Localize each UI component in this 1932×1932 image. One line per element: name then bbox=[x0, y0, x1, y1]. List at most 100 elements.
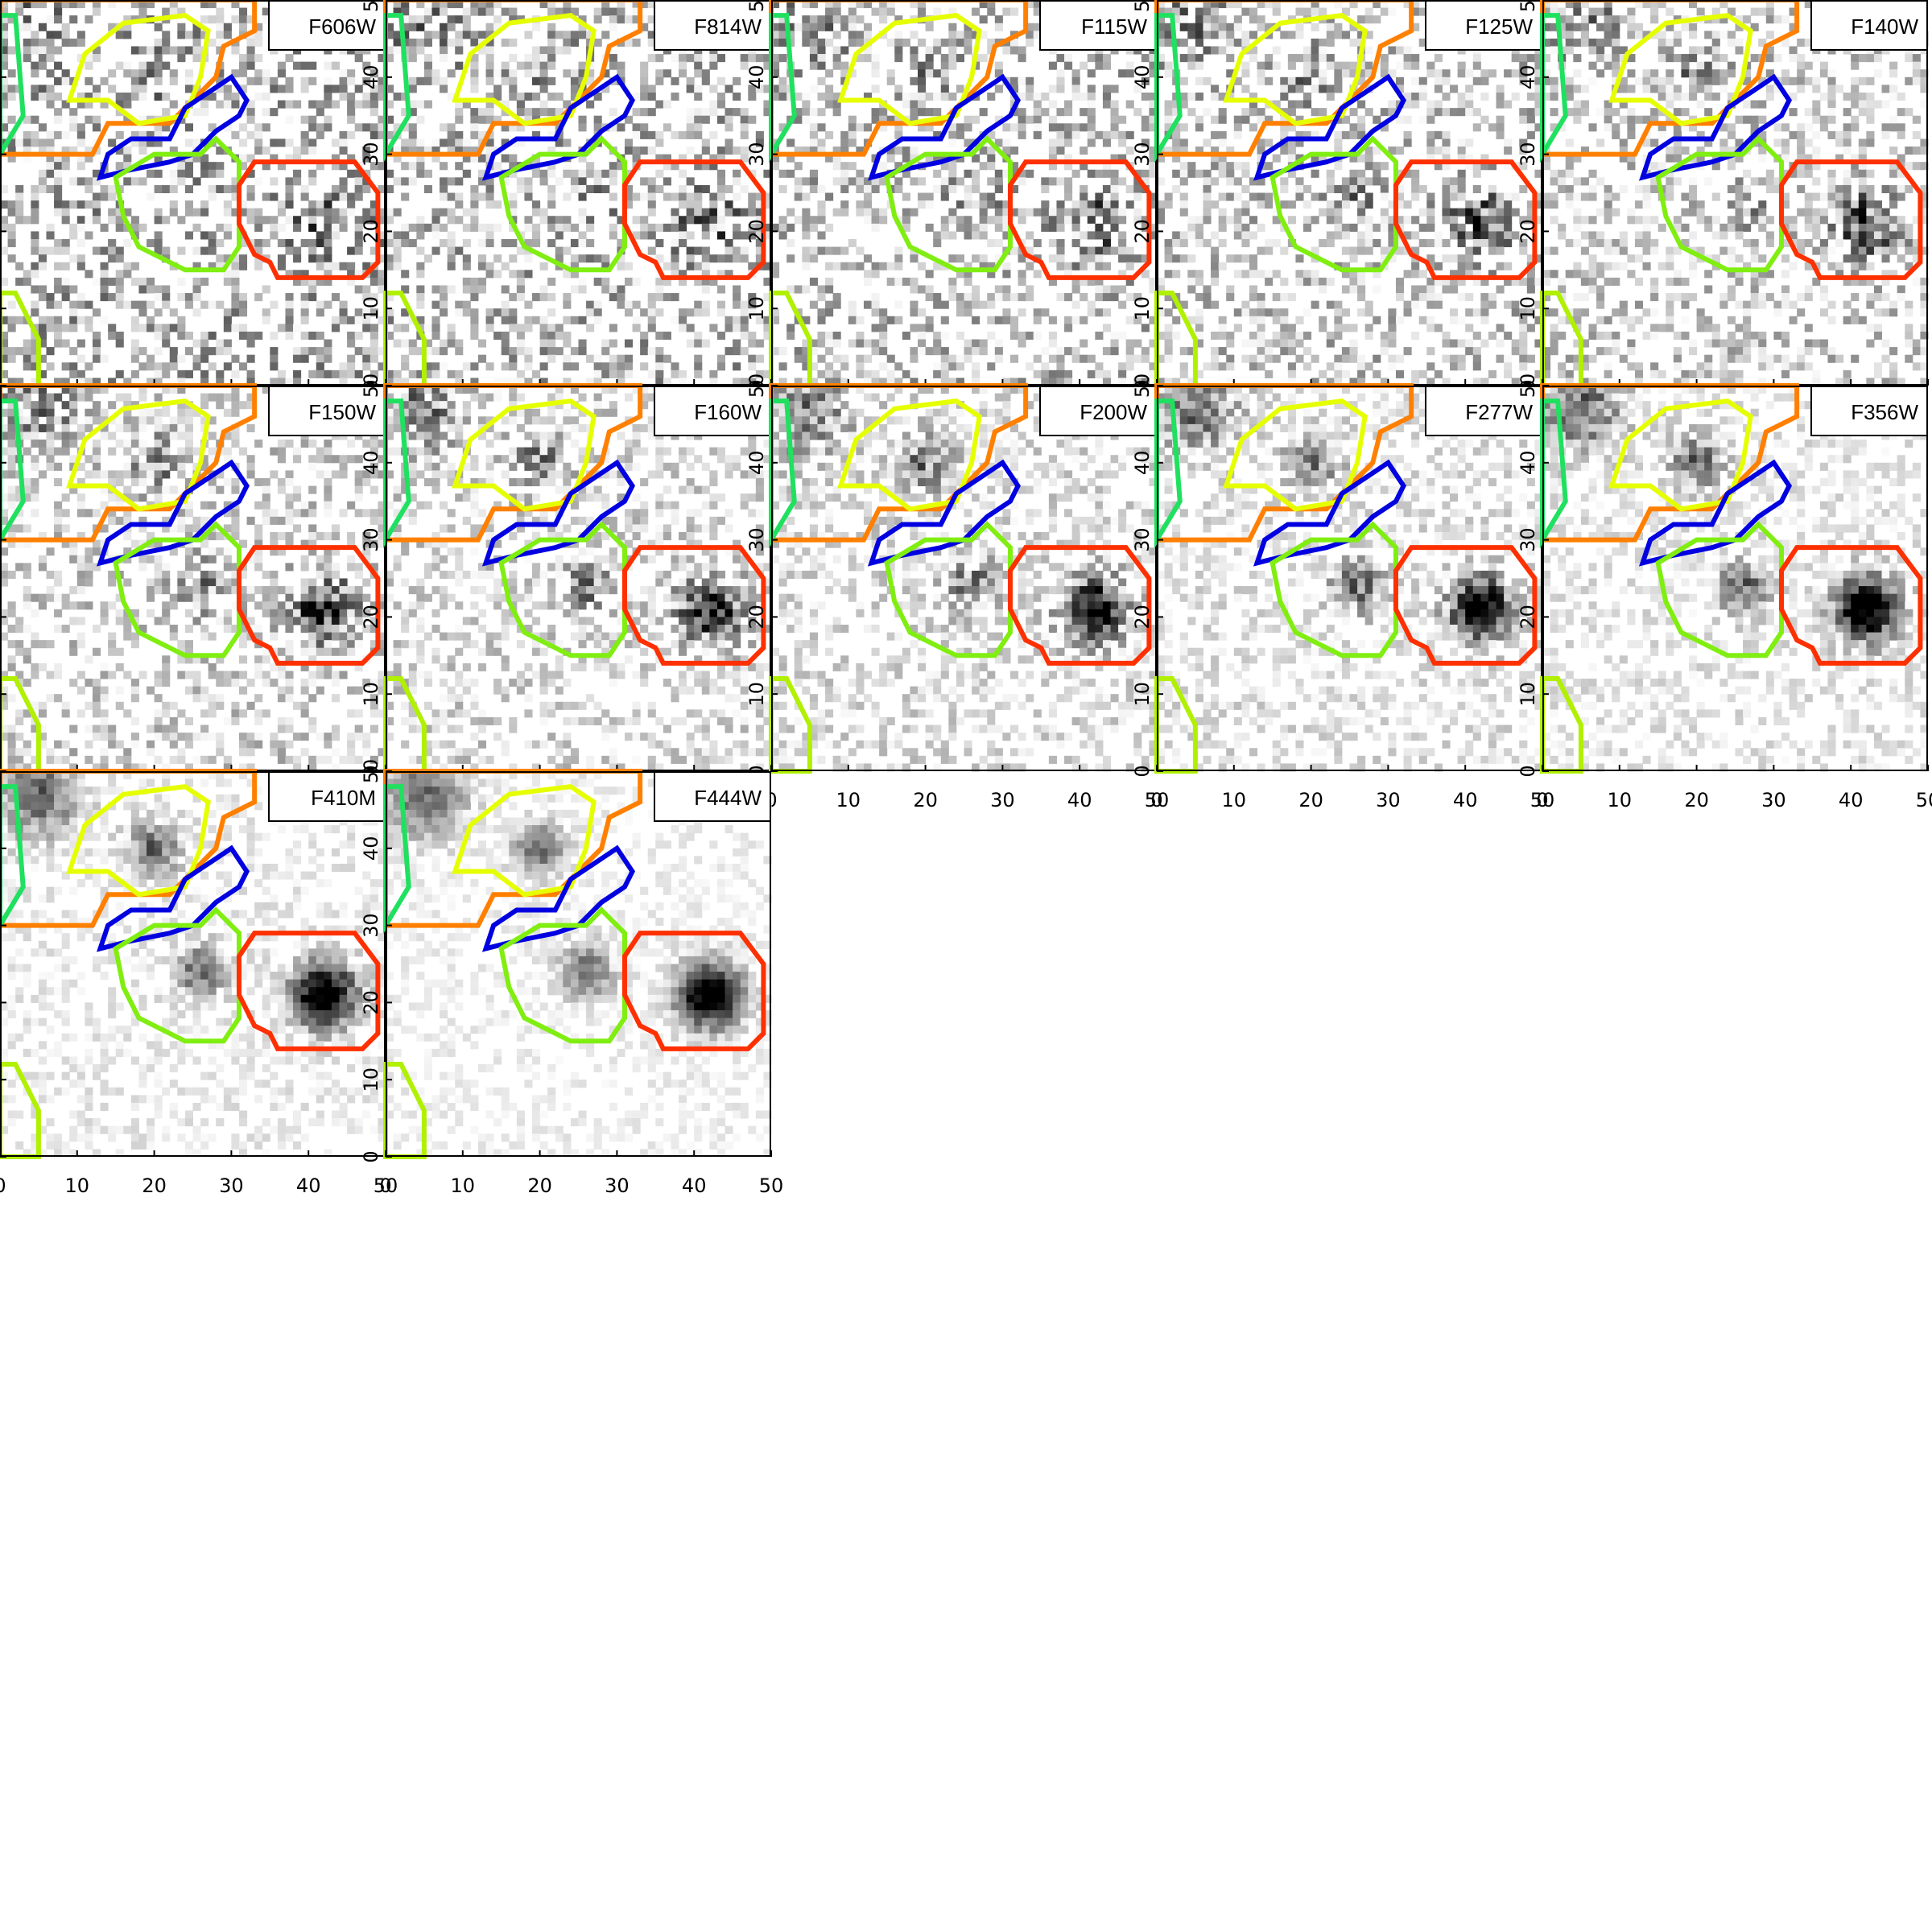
pixel bbox=[184, 331, 193, 341]
pixel bbox=[1851, 61, 1860, 70]
pixel bbox=[1326, 184, 1335, 193]
pixel bbox=[46, 130, 55, 139]
pixel bbox=[570, 177, 579, 186]
pixel bbox=[1511, 192, 1520, 201]
pixel bbox=[763, 316, 772, 324]
pixel bbox=[1087, 115, 1096, 124]
pixel bbox=[1249, 7, 1258, 16]
pixel bbox=[85, 378, 93, 386]
pixel bbox=[802, 216, 811, 225]
pixel bbox=[1218, 362, 1227, 371]
pixel bbox=[609, 54, 617, 63]
pixel bbox=[1403, 92, 1412, 101]
pixel bbox=[184, 200, 193, 209]
pixel bbox=[894, 362, 903, 371]
pixel bbox=[1743, 69, 1752, 78]
pixel bbox=[1087, 85, 1096, 93]
pixel bbox=[1009, 46, 1019, 55]
pixel bbox=[76, 293, 85, 302]
contour bbox=[498, 135, 627, 273]
pixel bbox=[1642, 0, 1651, 9]
pixel bbox=[108, 85, 117, 93]
pixel bbox=[169, 200, 178, 209]
pixel bbox=[1765, 85, 1774, 93]
pixel bbox=[1287, 378, 1296, 386]
pixel bbox=[277, 238, 286, 248]
pixel bbox=[308, 347, 317, 356]
pixel bbox=[647, 85, 656, 93]
pixel bbox=[848, 262, 857, 270]
pixel bbox=[763, 192, 772, 201]
pixel bbox=[663, 177, 671, 186]
pixel bbox=[61, 324, 70, 332]
pixel bbox=[216, 339, 225, 348]
pixel bbox=[1187, 46, 1196, 55]
pixel bbox=[516, 293, 525, 302]
pixel bbox=[184, 231, 193, 240]
pixel bbox=[1534, 277, 1543, 286]
pixel bbox=[972, 316, 980, 324]
pixel bbox=[1326, 238, 1335, 248]
pixel bbox=[1002, 378, 1011, 386]
pixel bbox=[200, 246, 209, 255]
pixel bbox=[1341, 115, 1350, 124]
pixel bbox=[339, 162, 348, 171]
pixel bbox=[609, 192, 617, 201]
pixel bbox=[46, 316, 55, 324]
pixel bbox=[1265, 246, 1274, 255]
pixel bbox=[54, 285, 63, 294]
pixel bbox=[879, 123, 888, 132]
pixel bbox=[38, 0, 47, 9]
pixel bbox=[1418, 92, 1427, 101]
pixel bbox=[617, 123, 625, 132]
pixel bbox=[802, 177, 811, 186]
pixel bbox=[879, 208, 888, 217]
pixel bbox=[1211, 231, 1220, 240]
pixel bbox=[1465, 200, 1474, 209]
pixel bbox=[910, 308, 919, 317]
pixel bbox=[177, 7, 186, 16]
pixel bbox=[1534, 339, 1543, 348]
pixel bbox=[879, 331, 888, 341]
pixel bbox=[1488, 223, 1497, 232]
pixel bbox=[378, 254, 386, 263]
pixel bbox=[694, 85, 703, 93]
pixel bbox=[300, 115, 309, 124]
pixel bbox=[1364, 300, 1373, 309]
pixel bbox=[894, 162, 903, 171]
pixel bbox=[1349, 23, 1358, 31]
pixel bbox=[293, 246, 302, 255]
pixel bbox=[347, 69, 356, 78]
pixel bbox=[300, 184, 309, 193]
pixel bbox=[948, 38, 957, 47]
pixel bbox=[1048, 277, 1057, 286]
pixel bbox=[154, 38, 163, 47]
pixel bbox=[115, 254, 124, 263]
pixel bbox=[1048, 316, 1057, 324]
pixel bbox=[817, 61, 826, 70]
pixel bbox=[85, 300, 93, 309]
pixel bbox=[1411, 270, 1420, 279]
pixel bbox=[1087, 246, 1096, 255]
pixel bbox=[825, 69, 834, 78]
pixel bbox=[1550, 38, 1558, 47]
pixel bbox=[123, 177, 132, 186]
pixel bbox=[1588, 61, 1597, 70]
pixel bbox=[324, 216, 332, 225]
pixel bbox=[1033, 369, 1042, 378]
pixel bbox=[354, 169, 363, 178]
pixel bbox=[316, 254, 324, 263]
pixel bbox=[331, 216, 341, 225]
pixel bbox=[663, 293, 671, 302]
pixel bbox=[324, 231, 332, 240]
pixel bbox=[38, 316, 47, 324]
pixel bbox=[1249, 54, 1258, 63]
pixel bbox=[640, 347, 649, 356]
pixel bbox=[501, 138, 510, 147]
pixel bbox=[1912, 76, 1921, 85]
pixel bbox=[1519, 331, 1528, 341]
pixel bbox=[894, 262, 903, 270]
pixel bbox=[401, 324, 410, 332]
pixel bbox=[308, 147, 317, 155]
pixel bbox=[686, 177, 695, 186]
